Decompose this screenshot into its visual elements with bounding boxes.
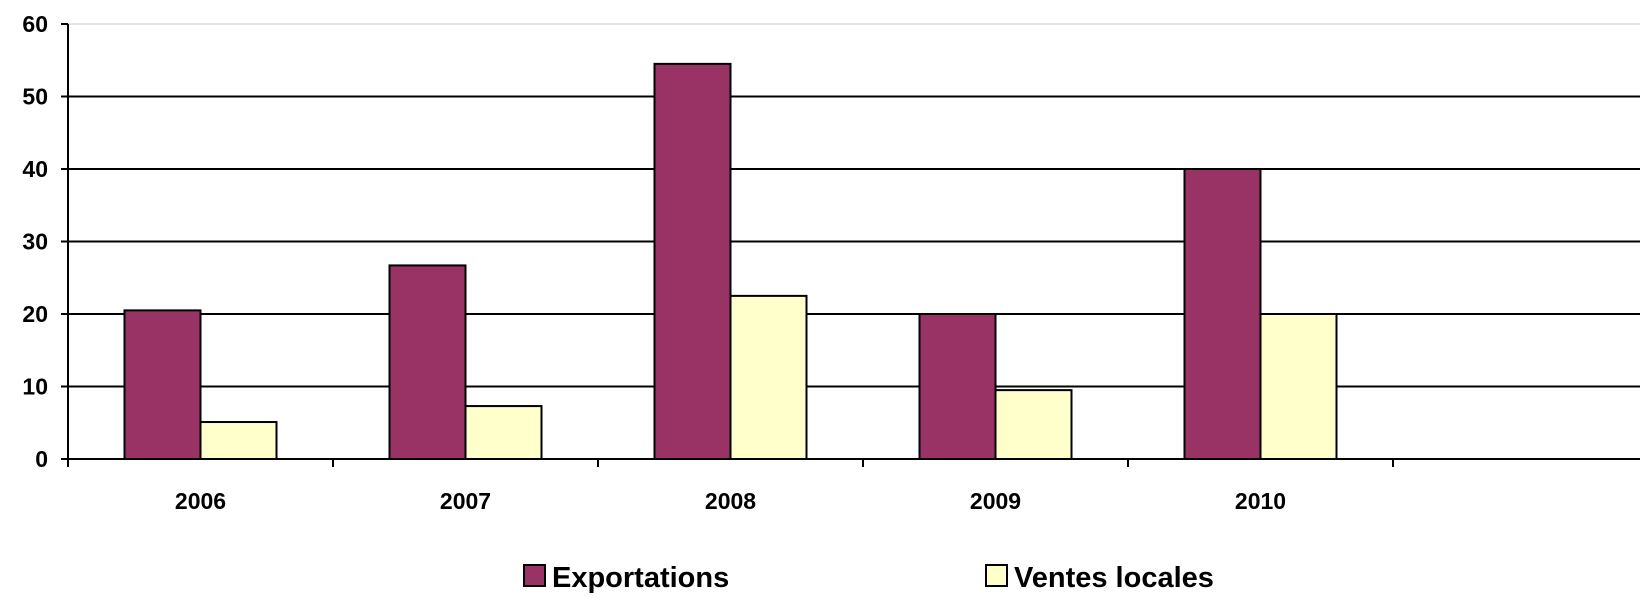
y-tick-label: 0 — [35, 446, 48, 472]
y-tick-label: 40 — [22, 156, 48, 182]
bar-exportations — [918, 313, 997, 460]
x-tick-label: 2006 — [175, 488, 226, 514]
legend-label: Ventes locales — [1014, 562, 1214, 594]
bar-ventes-locales — [729, 294, 808, 460]
bar-ventes-locales — [1259, 313, 1338, 460]
x-tick-label: 2008 — [705, 488, 756, 514]
y-tick-label: 60 — [22, 11, 48, 37]
axes — [61, 23, 1640, 467]
y-tick-label: 50 — [22, 84, 48, 110]
bar-exportations — [1183, 168, 1262, 460]
bar-ventes-locales — [199, 421, 278, 460]
bar-ventes-locales — [994, 389, 1073, 460]
bar-exportations — [388, 264, 467, 460]
legend-swatch — [523, 564, 546, 587]
legend-swatch — [985, 564, 1008, 587]
x-axis-tick-labels: 2006 2007 2008 2009 2010 — [175, 488, 1286, 514]
x-tick-label: 2009 — [970, 488, 1021, 514]
bar-exportations — [653, 62, 732, 460]
bars — [123, 62, 1338, 461]
y-tick-label: 30 — [22, 229, 48, 255]
x-tick-label: 2010 — [1235, 488, 1286, 514]
x-tick-label: 2007 — [440, 488, 491, 514]
legend-label: Exportations — [552, 562, 729, 594]
y-tick-label: 10 — [22, 374, 48, 400]
y-axis-tick-labels: 0 10 20 30 40 50 60 — [22, 11, 48, 472]
gridlines — [68, 23, 1640, 388]
y-tick-label: 20 — [22, 301, 48, 327]
bar-ventes-locales — [464, 405, 543, 461]
bar-exportations — [123, 309, 202, 460]
legend: Exportations Ventes locales — [523, 562, 1214, 594]
